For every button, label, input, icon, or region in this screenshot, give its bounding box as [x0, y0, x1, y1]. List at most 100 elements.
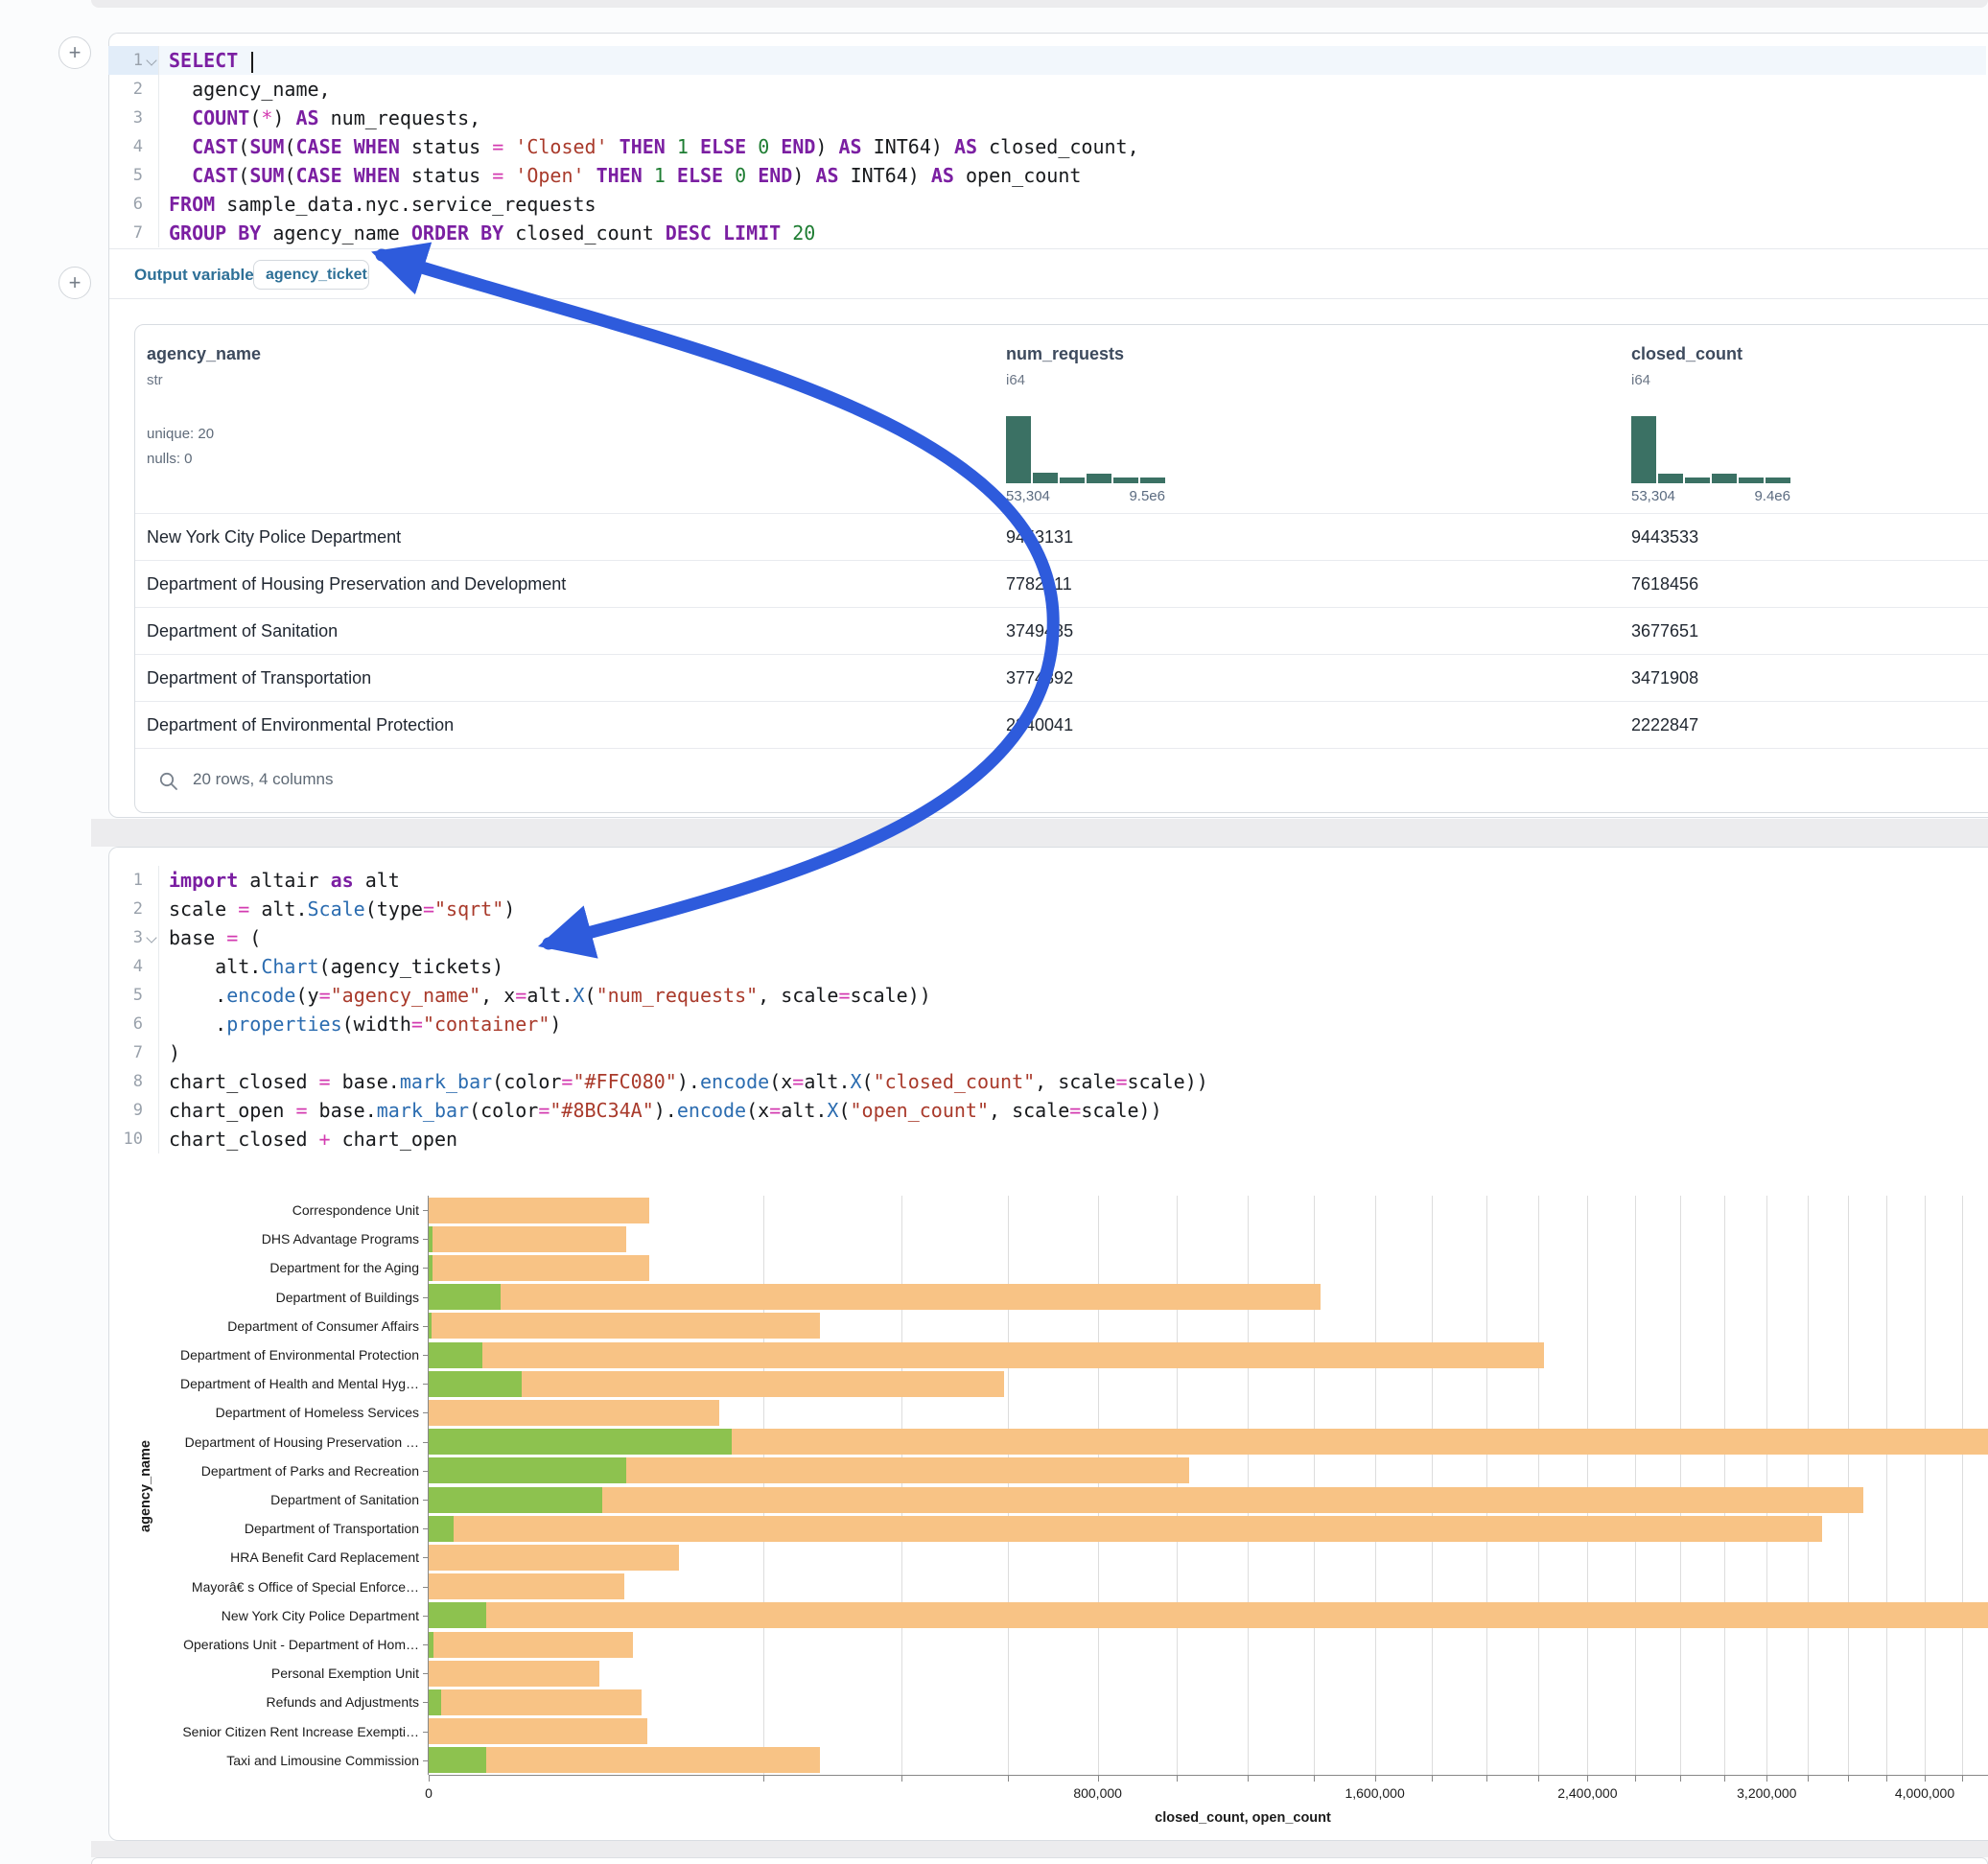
table-row[interactable]: Department of Sanitation 3749485 3677651 — [135, 607, 1988, 654]
gridline — [1724, 1196, 1725, 1775]
bar-open-count[interactable] — [429, 1631, 433, 1658]
add-cell-button-output[interactable]: + — [58, 267, 91, 299]
y-axis-label: Senior Citizen Rent Increase Exempti… — [182, 1723, 419, 1739]
table-cell: 2240041 — [1006, 715, 1074, 734]
sql-editor[interactable]: 1 SELECT 2 agency_name, 3 COUNT(*) AS num_… — [108, 46, 1986, 247]
code-line[interactable]: 8 chart_closed = base.mark_bar(color="#FF… — [108, 1067, 1986, 1096]
output-variable-pill[interactable]: agency_tickets — [253, 260, 369, 290]
bar-open-count[interactable] — [429, 1486, 603, 1513]
bar-closed-count[interactable] — [429, 1197, 650, 1223]
bar-open-count[interactable] — [429, 1602, 487, 1629]
bar-closed-count[interactable] — [429, 1486, 1863, 1513]
collapse-chevron-icon[interactable] — [146, 55, 157, 66]
bar-open-count[interactable] — [429, 1370, 523, 1397]
code-line[interactable]: 4 CAST(SUM(CASE WHEN status = 'Closed' T… — [108, 132, 1986, 161]
bar-closed-count[interactable] — [429, 1254, 650, 1281]
code-token: closed_count, — [977, 135, 1139, 158]
code-token: 0 — [735, 164, 747, 187]
bar-open-count[interactable] — [429, 1341, 483, 1368]
bar-open-count[interactable] — [429, 1747, 486, 1774]
code-token: alt. — [526, 984, 573, 1007]
bar-open-count[interactable] — [429, 1284, 501, 1311]
bar-closed-count[interactable] — [429, 1225, 627, 1252]
y-axis-label: Department of Homeless Services — [215, 1405, 419, 1421]
search-icon[interactable] — [158, 771, 179, 792]
gridline — [1248, 1196, 1249, 1775]
bar-closed-count[interactable] — [429, 1515, 1823, 1542]
table-cell: Department of Environmental Protection — [147, 715, 455, 734]
bar-closed-count[interactable] — [429, 1313, 820, 1340]
code-token: scale)) — [1081, 1099, 1162, 1122]
code-token: COUNT — [192, 106, 250, 129]
collapse-chevron-icon[interactable] — [146, 932, 157, 944]
table-row[interactable]: Department of Environmental Protection 22… — [135, 701, 1988, 748]
code-token: "closed_count" — [873, 1070, 1036, 1093]
y-axis-label: Mayorâ€ s Office of Special Enforce… — [191, 1578, 419, 1595]
bar-closed-count[interactable] — [429, 1660, 600, 1687]
python-editor[interactable]: 1 import altair as alt 2 scale = alt.Scale(… — [108, 866, 1986, 1153]
table-row[interactable]: Department of Housing Preservation and D… — [135, 560, 1988, 607]
code-text: CAST(SUM(CASE WHEN status = 'Open' THEN … — [159, 161, 1081, 190]
bar-open-count[interactable] — [429, 1689, 441, 1715]
bar-open-count[interactable] — [429, 1429, 732, 1456]
code-line[interactable]: 6 FROM sample_data.nyc.service_requests — [108, 190, 1986, 219]
dataframe-footer: 20 rows, 4 columns — [135, 748, 1988, 814]
y-axis-label: DHS Advantage Programs — [261, 1231, 419, 1247]
code-line[interactable]: 2 agency_name, — [108, 75, 1986, 104]
code-token: END — [758, 164, 793, 187]
x-axis-tick — [1537, 1776, 1539, 1782]
bar-closed-count[interactable] — [429, 1631, 633, 1658]
code-token: "sqrt" — [434, 897, 504, 920]
bar-closed-count[interactable] — [429, 1284, 1321, 1311]
bar-closed-count[interactable] — [429, 1544, 680, 1571]
code-line[interactable]: 2 scale = alt.Scale(type="sqrt") — [108, 895, 1986, 923]
code-token: CAST — [192, 135, 239, 158]
table-row[interactable]: Department of Transportation 3774892 34719… — [135, 654, 1988, 701]
code-token: ORDER BY — [410, 221, 504, 245]
output-row-divider — [109, 298, 1988, 299]
code-line[interactable]: 1 import altair as alt — [108, 866, 1986, 895]
code-line[interactable]: 1 SELECT — [108, 46, 1986, 75]
altair-chart: Correspondence Unit DHS Advantage Program… — [134, 1196, 1988, 1841]
code-token: * — [261, 106, 273, 129]
table-cell: 9453131 — [1006, 527, 1074, 547]
bar-closed-count[interactable] — [429, 1573, 625, 1600]
bar-closed-count[interactable] — [429, 1341, 1544, 1368]
code-line[interactable]: 5 .encode(y="agency_name", x=alt.X("num_… — [108, 981, 1986, 1010]
row-column-count: 20 rows, 4 columns — [193, 770, 334, 788]
column-histogram[interactable] — [1631, 416, 1790, 483]
code-line[interactable]: 7) — [108, 1038, 1986, 1067]
y-axis-tick — [423, 1673, 429, 1675]
bar-open-count[interactable] — [429, 1457, 627, 1484]
code-token: ) — [815, 135, 839, 158]
bar-closed-count[interactable] — [429, 1718, 648, 1745]
bar-closed-count[interactable] — [429, 1602, 1988, 1629]
gridline — [1635, 1196, 1636, 1775]
code-line[interactable]: 3 COUNT(*) AS num_requests, — [108, 104, 1986, 132]
code-token: (width — [341, 1013, 411, 1036]
code-token: AS — [838, 135, 862, 158]
bar-closed-count[interactable] — [429, 1747, 820, 1774]
code-line[interactable]: 9 chart_open = base.mark_bar(color="#8BC3… — [108, 1096, 1986, 1125]
column-histogram[interactable] — [1006, 416, 1165, 483]
text-caret — [251, 51, 254, 73]
bar-closed-count[interactable] — [429, 1689, 642, 1715]
code-line[interactable]: 5 CAST(SUM(CASE WHEN status = 'Open' THE… — [108, 161, 1986, 190]
table-row[interactable]: New York City Police Department 9453131 94… — [135, 513, 1988, 560]
bar-open-count[interactable] — [429, 1254, 433, 1281]
bar-closed-count[interactable] — [429, 1399, 720, 1426]
code-line[interactable]: 4 alt.Chart(agency_tickets) — [108, 952, 1986, 981]
code-text: .properties(width="container") — [159, 1010, 561, 1038]
code-line[interactable]: 7 GROUP BY agency_name ORDER BY closed_co… — [108, 219, 1986, 247]
bar-open-count[interactable] — [429, 1225, 433, 1252]
add-cell-button-top[interactable]: + — [58, 36, 91, 69]
bar-open-count[interactable] — [429, 1515, 454, 1542]
code-line[interactable]: 10 chart_closed + chart_open — [108, 1125, 1986, 1153]
code-line[interactable]: 6 .properties(width="container") — [108, 1010, 1986, 1038]
x-axis-tick — [1886, 1776, 1888, 1782]
code-token: altair — [238, 869, 331, 892]
code-token: (x — [746, 1099, 770, 1122]
bar-open-count[interactable] — [429, 1313, 433, 1340]
code-line[interactable]: 3 base = ( — [108, 923, 1986, 952]
bar-closed-count[interactable] — [429, 1370, 1005, 1397]
